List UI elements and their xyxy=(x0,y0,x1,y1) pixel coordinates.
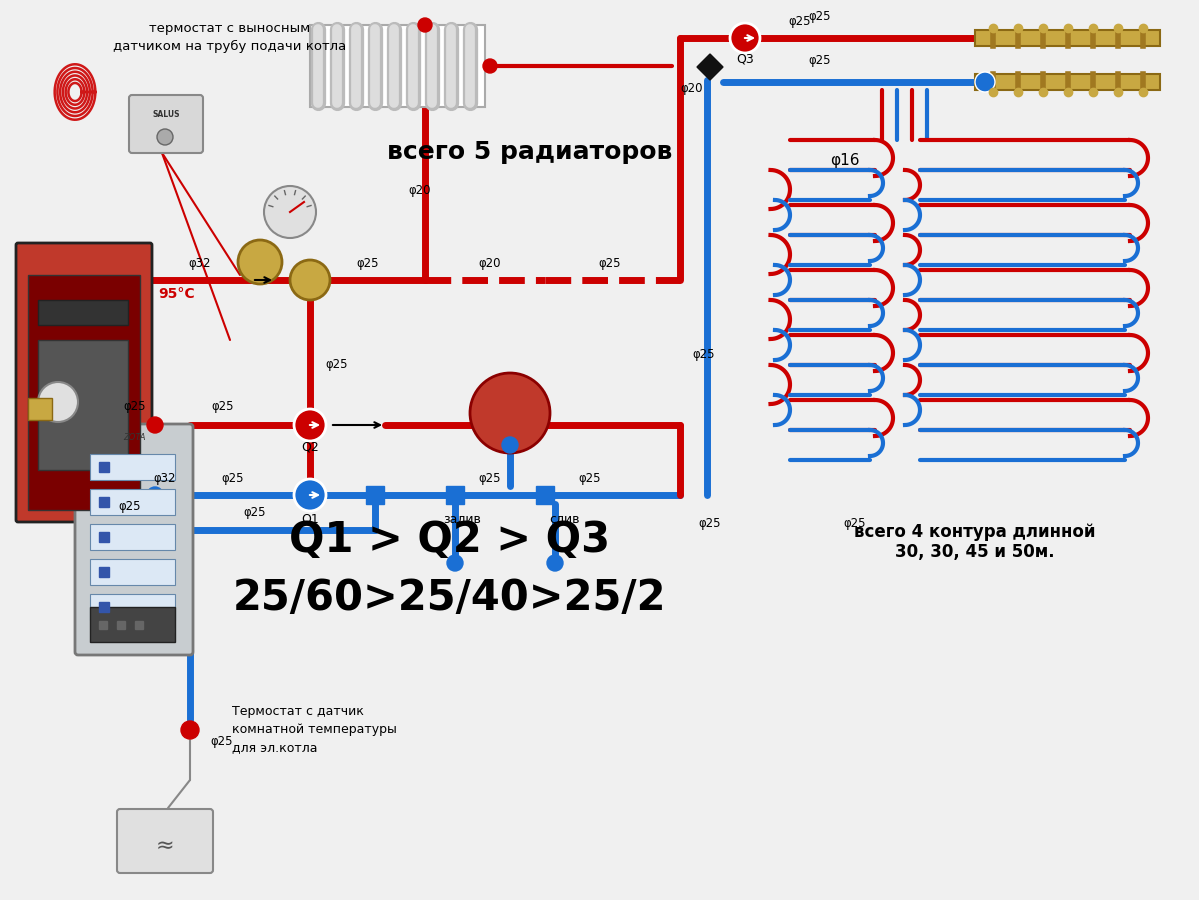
FancyBboxPatch shape xyxy=(76,424,193,655)
Text: φ25: φ25 xyxy=(212,400,234,413)
Text: φ25: φ25 xyxy=(598,257,621,270)
Circle shape xyxy=(502,437,518,453)
Text: φ20: φ20 xyxy=(478,257,501,270)
Text: φ25: φ25 xyxy=(123,400,146,413)
Bar xyxy=(38,340,128,470)
Text: φ25: φ25 xyxy=(692,348,715,361)
Text: φ25: φ25 xyxy=(699,517,722,530)
Circle shape xyxy=(264,186,317,238)
Text: φ25: φ25 xyxy=(210,735,233,748)
Bar xyxy=(975,30,1159,46)
Bar xyxy=(536,486,554,504)
Text: φ25: φ25 xyxy=(809,54,831,67)
FancyBboxPatch shape xyxy=(129,95,203,153)
Text: φ20: φ20 xyxy=(408,184,430,197)
FancyBboxPatch shape xyxy=(118,809,213,873)
Bar xyxy=(90,607,175,642)
Text: комнатной температуры: комнатной температуры xyxy=(231,723,397,736)
Text: Q1 > Q2 > Q3: Q1 > Q2 > Q3 xyxy=(289,519,610,561)
Text: φ25: φ25 xyxy=(222,472,245,485)
Text: для эл.котла: для эл.котла xyxy=(231,741,318,754)
Text: φ25: φ25 xyxy=(357,257,379,270)
FancyBboxPatch shape xyxy=(16,243,152,522)
Bar xyxy=(28,398,52,420)
Text: термостат с выносным: термостат с выносным xyxy=(150,22,311,35)
Circle shape xyxy=(181,721,199,739)
Circle shape xyxy=(38,382,78,422)
Text: 30, 30, 45 и 50м.: 30, 30, 45 и 50м. xyxy=(896,543,1055,561)
Circle shape xyxy=(470,373,550,453)
Bar xyxy=(311,25,486,107)
Bar xyxy=(90,524,175,550)
Circle shape xyxy=(547,555,564,571)
Text: φ32: φ32 xyxy=(153,472,176,485)
Bar xyxy=(38,300,128,325)
Bar xyxy=(90,489,175,515)
Circle shape xyxy=(294,409,326,441)
Circle shape xyxy=(237,240,282,284)
Text: SALUS: SALUS xyxy=(152,110,180,119)
Text: всего 4 контура длинной: всего 4 контура длинной xyxy=(854,523,1096,541)
Circle shape xyxy=(418,18,432,32)
Text: φ25: φ25 xyxy=(579,472,601,485)
Text: φ20: φ20 xyxy=(681,82,704,95)
Text: Q3: Q3 xyxy=(736,53,754,66)
Text: φ25: φ25 xyxy=(809,10,831,23)
Text: слив: слив xyxy=(550,513,580,526)
Text: Термостат с датчик: Термостат с датчик xyxy=(231,705,363,718)
Bar xyxy=(90,594,175,620)
Text: 95°C: 95°C xyxy=(158,287,194,301)
Text: φ25: φ25 xyxy=(789,15,812,28)
Text: φ25: φ25 xyxy=(325,358,348,371)
Text: Q2: Q2 xyxy=(301,440,319,453)
Circle shape xyxy=(447,555,463,571)
Bar xyxy=(90,559,175,585)
Text: φ32: φ32 xyxy=(188,257,211,270)
Text: 25/60>25/40>25/2: 25/60>25/40>25/2 xyxy=(234,577,667,619)
Circle shape xyxy=(147,487,163,503)
Circle shape xyxy=(483,59,498,73)
Bar xyxy=(366,486,384,504)
Text: φ25: φ25 xyxy=(844,517,866,530)
Text: φ25: φ25 xyxy=(243,506,266,519)
Text: ZOTA: ZOTA xyxy=(122,433,145,442)
Bar xyxy=(28,275,140,510)
Circle shape xyxy=(294,479,326,511)
Text: ≈: ≈ xyxy=(156,836,174,856)
Bar xyxy=(975,74,1159,90)
Text: датчиком на трубу подачи котла: датчиком на трубу подачи котла xyxy=(114,40,347,53)
Text: φ25: φ25 xyxy=(478,472,501,485)
Text: φ16: φ16 xyxy=(830,153,860,168)
Circle shape xyxy=(975,72,995,92)
Text: всего 5 радиаторов: всего 5 радиаторов xyxy=(387,140,673,164)
Circle shape xyxy=(290,260,330,300)
Text: Q1: Q1 xyxy=(301,513,319,526)
Text: залив: залив xyxy=(444,513,481,526)
Circle shape xyxy=(157,129,173,145)
Bar xyxy=(90,454,175,480)
Bar xyxy=(446,486,464,504)
Text: φ25: φ25 xyxy=(119,500,141,513)
Polygon shape xyxy=(697,54,723,80)
Circle shape xyxy=(147,417,163,433)
Circle shape xyxy=(730,23,760,53)
